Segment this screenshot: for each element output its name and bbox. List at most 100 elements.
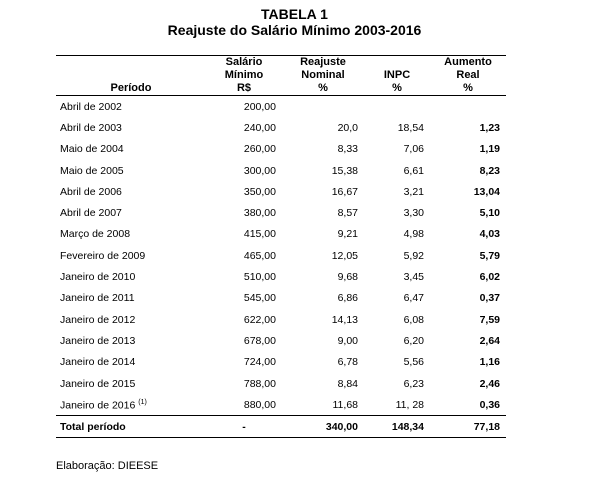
reajuste-cell: 20,0 — [337, 121, 358, 134]
salario-cell: 545,00 — [243, 292, 276, 305]
period-cell: Janeiro de 2011 — [60, 292, 135, 305]
aumento-cell: 2,46 — [479, 377, 500, 390]
inpc-cell: 3,21 — [403, 185, 424, 198]
reajuste-cell: 9,68 — [337, 271, 358, 284]
table-title-block: TABELA 1 Reajuste do Salário Mínimo 2003… — [0, 6, 589, 38]
inpc-cell: 5,56 — [403, 356, 424, 369]
reajuste-cell: 9,00 — [337, 334, 358, 347]
salario-cell: 300,00 — [243, 164, 276, 177]
table-row: Fevereiro de 2009 465,00 12,05 5,92 5,79 — [56, 245, 506, 266]
data-table: Período Salário Mínimo Reajuste Nominal … — [56, 55, 506, 439]
inpc-cell: 3,30 — [403, 207, 424, 220]
table-row: Março de 2008 415,00 9,21 4,98 4,03 — [56, 224, 506, 245]
total-salario: - — [206, 415, 282, 439]
aumento-cell: 1,23 — [479, 121, 500, 134]
total-row: Total período - 340,00 148,34 77,18 — [56, 415, 506, 439]
reajuste-cell: 11,68 — [332, 398, 359, 411]
unit-inpc: % — [364, 82, 430, 96]
table-row: Abril de 2003 240,00 20,0 18,54 1,23 — [56, 117, 506, 138]
header-reajuste: Reajuste Nominal — [282, 55, 364, 82]
unit-aumento: % — [430, 82, 506, 96]
reajuste-cell: 8,33 — [337, 143, 358, 156]
period-cell: Abril de 2006 — [60, 185, 122, 198]
salario-cell: 415,00 — [243, 228, 276, 241]
table-row: Janeiro de 2013 678,00 9,00 6,20 2,64 — [56, 330, 506, 351]
inpc-cell: 6,61 — [403, 164, 424, 177]
salario-cell: 622,00 — [243, 313, 276, 326]
total-reajuste: 340,00 — [282, 415, 364, 439]
aumento-cell: 2,64 — [479, 334, 500, 347]
table-row: Janeiro de 2015 788,00 8,84 6,23 2,46 — [56, 373, 506, 394]
salario-cell: 510,00 — [243, 271, 276, 284]
aumento-cell: 1,16 — [479, 356, 500, 369]
salario-cell: 380,00 — [243, 207, 276, 220]
period-cell: Janeiro de 2012 — [60, 313, 136, 326]
salario-cell: 260,00 — [243, 143, 276, 156]
header-inpc: INPC — [364, 55, 430, 82]
table-row: Janeiro de 2014 724,00 6,78 5,56 1,16 — [56, 352, 506, 373]
table-row: Maio de 2005 300,00 15,38 6,61 8,23 — [56, 160, 506, 181]
reajuste-cell: 16,67 — [331, 185, 358, 198]
reajuste-cell: 9,21 — [337, 228, 358, 241]
table-row: Janeiro de 2012 622,00 14,13 6,08 7,59 — [56, 309, 506, 330]
aumento-cell: 1,19 — [479, 143, 500, 156]
header-aumento: Aumento Real — [430, 55, 506, 82]
period-cell: Janeiro de 2015 — [60, 377, 136, 390]
aumento-cell — [430, 96, 506, 118]
aumento-cell: 6,02 — [479, 271, 500, 284]
table-row: Abril de 2007 380,00 8,57 3,30 5,10 — [56, 202, 506, 223]
inpc-cell: 18,54 — [397, 121, 424, 134]
period-cell: Maio de 2004 — [60, 143, 124, 156]
inpc-cell: 4,98 — [403, 228, 424, 241]
reajuste-cell — [282, 96, 364, 118]
table-row: Janeiro de 2011 545,00 6,86 6,47 0,37 — [56, 288, 506, 309]
inpc-cell: 7,06 — [403, 143, 424, 156]
inpc-cell: 11, 28 — [395, 398, 424, 411]
total-inpc: 148,34 — [364, 415, 430, 439]
table-row: Janeiro de 2010 510,00 9,68 3,45 6,02 — [56, 266, 506, 287]
period-cell: Janeiro de 2013 — [60, 334, 136, 347]
reajuste-cell: 8,84 — [337, 377, 358, 390]
table-subtitle: Reajuste do Salário Mínimo 2003-2016 — [167, 22, 422, 38]
salario-cell: 240,00 — [243, 121, 276, 134]
header-periodo: Período — [56, 55, 206, 96]
table-row: Maio de 2004 260,00 8,33 7,06 1,19 — [56, 139, 506, 160]
unit-salario: R$ — [206, 82, 282, 96]
inpc-cell: 6,08 — [403, 313, 424, 326]
table-row: Abril de 2006 350,00 16,67 3,21 13,04 — [56, 181, 506, 202]
period-cell: Abril de 2002 — [60, 100, 122, 113]
table-row: Abril de 2002 200,00 — [56, 96, 506, 118]
unit-reajuste: % — [282, 82, 364, 96]
inpc-cell: 6,47 — [403, 292, 424, 305]
salario-cell: 350,00 — [243, 185, 276, 198]
reajuste-cell: 8,57 — [337, 207, 358, 220]
aumento-cell: 4,03 — [479, 228, 500, 241]
aumento-cell: 7,59 — [479, 313, 500, 326]
reajuste-cell: 15,38 — [331, 164, 358, 177]
period-cell: Janeiro de 2014 — [60, 356, 136, 369]
salario-cell: 880,00 — [243, 398, 276, 411]
aumento-cell: 8,23 — [479, 164, 500, 177]
reajuste-cell: 14,13 — [331, 313, 358, 326]
inpc-cell: 5,92 — [403, 249, 424, 262]
salario-cell: 678,00 — [243, 334, 276, 347]
aumento-cell: 13,04 — [473, 185, 500, 198]
inpc-cell — [364, 96, 430, 118]
salario-cell: 465,00 — [243, 249, 276, 262]
salario-cell: 788,00 — [243, 377, 276, 390]
inpc-cell: 3,45 — [403, 271, 424, 284]
period-cell: Janeiro de 2010 — [60, 271, 136, 284]
reajuste-cell: 6,78 — [337, 356, 358, 369]
aumento-cell: 0,36 — [479, 398, 500, 411]
aumento-cell: 5,79 — [479, 249, 500, 262]
period-cell: Maio de 2005 — [60, 164, 124, 177]
aumento-cell: 0,37 — [479, 292, 500, 305]
header-salario: Salário Mínimo — [206, 55, 282, 82]
reajuste-cell: 12,05 — [331, 249, 358, 262]
footnote-marker: (1) — [138, 398, 147, 406]
table-title: TABELA 1 — [261, 6, 328, 22]
period-cell: Março de 2008 — [60, 228, 131, 241]
inpc-cell: 6,20 — [403, 334, 424, 347]
total-label: Total período — [56, 415, 206, 439]
table-body: Abril de 2002 200,00 Abril de 2003 240,00 20… — [56, 96, 506, 416]
